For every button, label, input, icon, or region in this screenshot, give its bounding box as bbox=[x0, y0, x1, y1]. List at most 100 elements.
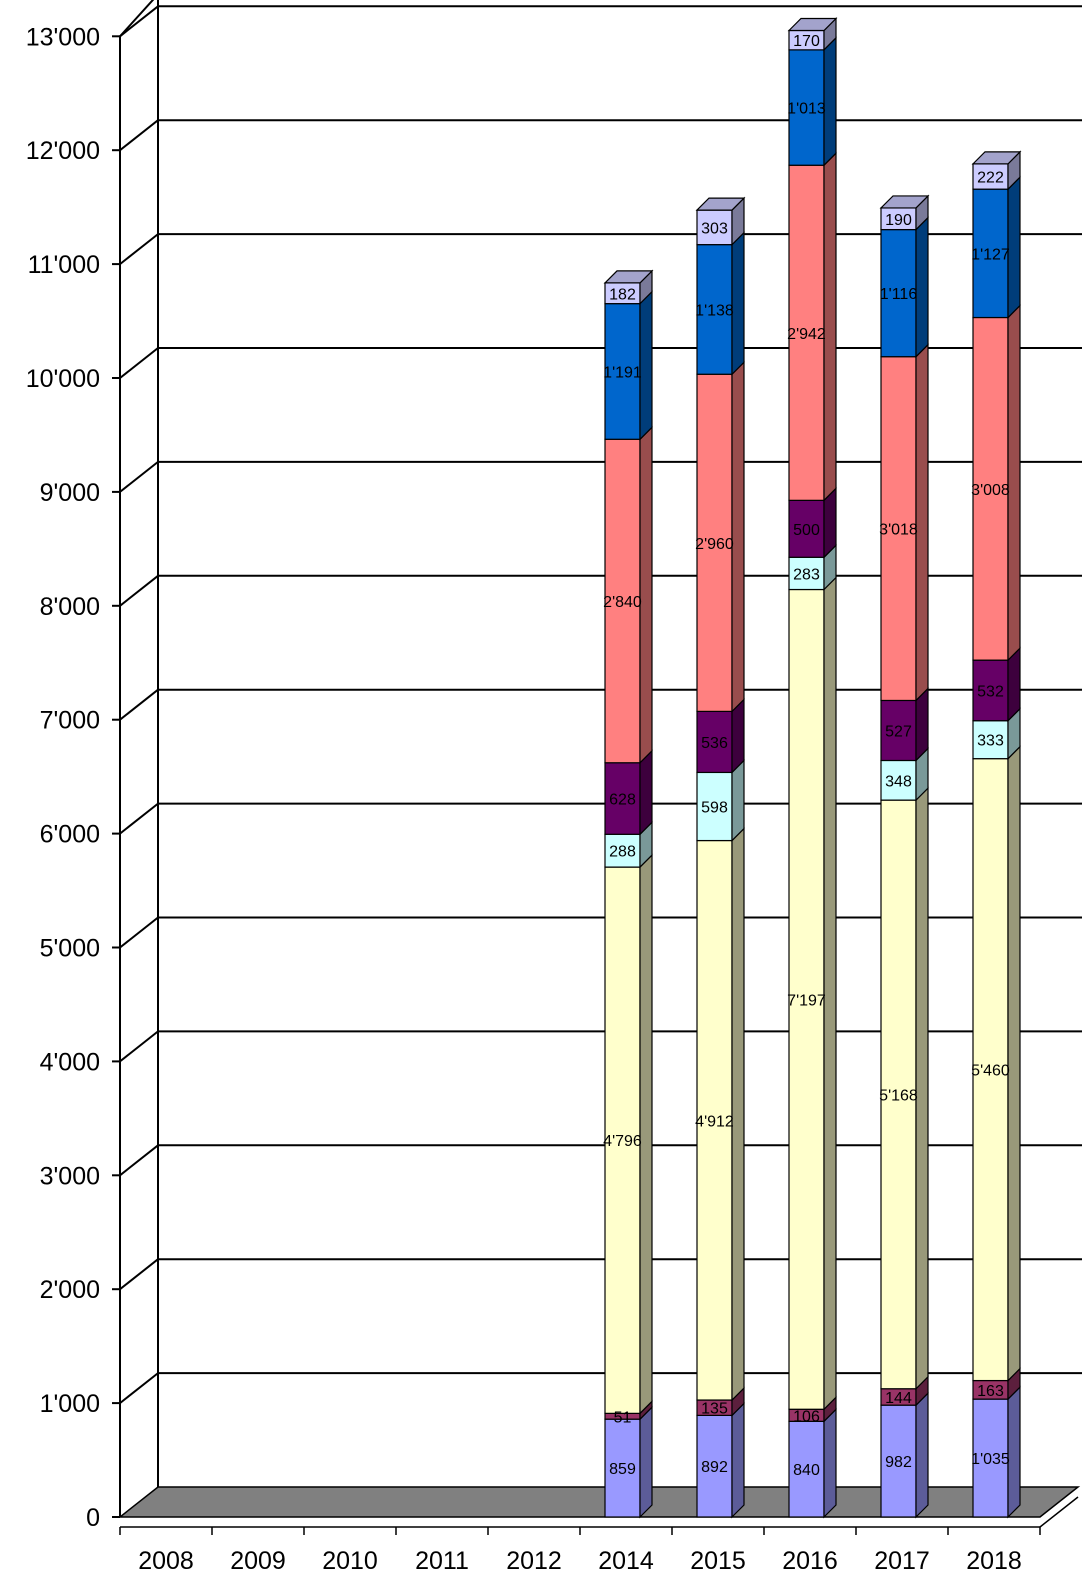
chart-walls bbox=[119, 0, 159, 1517]
bar-top-2014 bbox=[603, 270, 654, 284]
data-label-2014-s3: 288 bbox=[609, 844, 636, 861]
data-label-2017-s1: 144 bbox=[885, 1390, 912, 1407]
bar-top-2018 bbox=[971, 151, 1022, 165]
x-tick-label-9: 2018 bbox=[966, 1547, 1022, 1575]
bar-segment-2016-s2 bbox=[788, 588, 825, 1410]
data-label-2018-s3: 333 bbox=[977, 733, 1004, 750]
x-tick-label-2: 2010 bbox=[322, 1547, 378, 1575]
bar-segment-2014-s4 bbox=[604, 762, 641, 835]
bar-segment-2018-s4 bbox=[972, 659, 1009, 722]
side-wall-top-edge bbox=[119, 0, 155, 37]
x-axis-right-edge bbox=[1039, 1496, 1079, 1528]
bar-segment-2014-s6 bbox=[604, 303, 641, 440]
y-tick-label-11: 11'000 bbox=[28, 251, 100, 279]
gridline-side-6 bbox=[119, 802, 159, 835]
data-label-2017-s0: 982 bbox=[885, 1454, 912, 1471]
bar-top-2016 bbox=[787, 17, 838, 32]
bar-side-2014-s4 bbox=[639, 749, 653, 836]
floor-plane bbox=[117, 1486, 1081, 1518]
data-label-2017-s3: 348 bbox=[885, 773, 912, 790]
bar-segment-2018-s6 bbox=[972, 188, 1009, 319]
bar-top-2017 bbox=[879, 195, 930, 209]
bar-side-2017-s6 bbox=[915, 216, 929, 359]
y-tick-label-1: 1'000 bbox=[40, 1390, 100, 1418]
x-tick-label-3: 2011 bbox=[415, 1547, 469, 1575]
y-tick-label-5: 5'000 bbox=[40, 935, 100, 963]
bar-segment-2017-s3 bbox=[880, 759, 917, 801]
bar-segment-2015-s0 bbox=[696, 1414, 733, 1518]
y-tick-label-8: 8'000 bbox=[40, 593, 100, 621]
gridline-side-5 bbox=[119, 916, 159, 949]
data-label-2015-s3: 598 bbox=[701, 799, 728, 816]
y-tick-label-7: 7'000 bbox=[40, 707, 100, 735]
data-label-2018-s4: 532 bbox=[977, 683, 1004, 700]
data-label-2014-s1: 51 bbox=[614, 1409, 632, 1426]
data-label-2018-s2: 5'460 bbox=[971, 1063, 1010, 1080]
bar-side-2016-s0 bbox=[823, 1407, 837, 1519]
bar-2014 bbox=[603, 269, 654, 1519]
data-label-2018-s7: 222 bbox=[977, 170, 1004, 187]
bar-side-2014-s0 bbox=[639, 1405, 653, 1519]
x-tick-label-6: 2015 bbox=[690, 1547, 746, 1575]
gridlines bbox=[119, 5, 1082, 1404]
data-label-2018-s0: 1'035 bbox=[971, 1451, 1010, 1468]
bar-2018 bbox=[971, 150, 1022, 1519]
data-label-2018-s1: 163 bbox=[977, 1383, 1004, 1400]
gridline-side-11 bbox=[119, 233, 159, 265]
bar-side-2015-s0 bbox=[731, 1401, 745, 1519]
y-tick-label-9: 9'000 bbox=[40, 479, 100, 507]
data-label-2017-s5: 3'018 bbox=[879, 522, 918, 539]
gridline-side-4 bbox=[119, 1030, 159, 1063]
bar-segment-2018-s7 bbox=[972, 163, 1009, 190]
y-tick-label-2: 2'000 bbox=[40, 1276, 100, 1304]
x-tick-label-0: 2008 bbox=[138, 1547, 194, 1575]
data-label-2016-s4: 500 bbox=[793, 522, 820, 539]
bar-segment-2015-s7 bbox=[696, 209, 733, 246]
gridline-side-12 bbox=[119, 119, 159, 151]
bar-2015 bbox=[695, 196, 746, 1519]
x-tick-label-7: 2016 bbox=[782, 1547, 838, 1575]
data-label-2015-s4: 536 bbox=[701, 735, 728, 752]
data-label-2016-s2: 7'197 bbox=[787, 992, 826, 1009]
bar-segment-2018-s2 bbox=[972, 758, 1009, 1382]
data-label-2017-s6: 1'116 bbox=[880, 286, 918, 303]
bar-segment-2017-s0 bbox=[880, 1404, 917, 1518]
data-label-2014-s2: 4'796 bbox=[603, 1133, 642, 1150]
bar-segment-2016-s0 bbox=[788, 1420, 825, 1518]
data-label-2014-s7: 182 bbox=[609, 286, 636, 303]
y-tick-label-0: 0 bbox=[86, 1504, 100, 1532]
bar-segment-2017-s2 bbox=[880, 799, 917, 1390]
data-label-2018-s5: 3'008 bbox=[971, 482, 1010, 499]
data-label-2017-s4: 527 bbox=[885, 723, 912, 740]
data-label-2014-s6: 1'191 bbox=[603, 364, 642, 381]
data-label-2014-s0: 859 bbox=[609, 1461, 636, 1478]
bar-segment-2014-s2 bbox=[604, 866, 641, 1414]
bar-segment-2015-s6 bbox=[696, 244, 733, 375]
gridline-side-2 bbox=[119, 1258, 159, 1290]
data-labels: 859 51 4'796 288 628 2'840 1'191 182 892 135 4'912… bbox=[603, 33, 1010, 1479]
data-label-2018-s6: 1'127 bbox=[971, 246, 1010, 263]
gridline-side-8 bbox=[119, 575, 159, 607]
y-tick-label-10: 10'000 bbox=[26, 365, 100, 393]
bar-2016 bbox=[787, 17, 838, 1519]
y-axis: 0 1'000 2'000 3'000 4'000 5'000 6'000 7'000 8'00… bbox=[26, 23, 120, 1532]
y-tick-label-6: 6'000 bbox=[40, 821, 100, 849]
x-tick-label-1: 2009 bbox=[230, 1547, 286, 1575]
data-label-2017-s2: 5'168 bbox=[879, 1087, 918, 1104]
x-tick-label-4: 2012 bbox=[506, 1547, 562, 1575]
data-label-2017-s7: 190 bbox=[885, 212, 912, 229]
data-label-2015-s5: 2'960 bbox=[695, 536, 734, 553]
data-label-2014-s5: 2'840 bbox=[603, 594, 642, 611]
bar-segment-2017-s5 bbox=[880, 356, 917, 702]
data-label-2015-s0: 892 bbox=[701, 1459, 728, 1476]
gridline-side-3 bbox=[119, 1144, 159, 1177]
bar-top-2015 bbox=[695, 197, 746, 211]
bar-2017 bbox=[879, 194, 930, 1519]
data-label-2015-s7: 303 bbox=[701, 220, 728, 237]
gridline-side-13 bbox=[119, 5, 159, 38]
bar-side-2015-s3 bbox=[731, 758, 745, 842]
data-label-2015-s1: 135 bbox=[701, 1401, 728, 1418]
data-label-2016-s7: 170 bbox=[793, 33, 820, 50]
data-label-2016-s5: 2'942 bbox=[787, 326, 826, 343]
